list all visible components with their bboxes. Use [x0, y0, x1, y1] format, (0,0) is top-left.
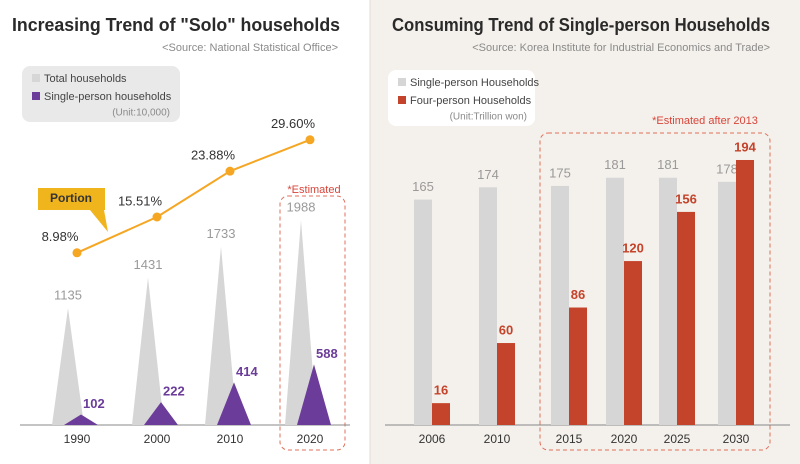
legend-box: [388, 70, 535, 126]
unit-label: (Unit:Trillion won): [450, 112, 527, 123]
x-tick-label: 2025: [664, 432, 691, 446]
single-value-label: 102: [83, 396, 105, 411]
bar: [659, 177, 677, 425]
total-triangle: [285, 220, 317, 425]
bar-value-label: 86: [571, 287, 585, 302]
portion-callout: [38, 188, 105, 210]
bar-value-label: 60: [499, 322, 513, 337]
bar: [677, 211, 695, 425]
portion-line: [76, 138, 311, 254]
x-tick-label: 2006: [419, 432, 446, 446]
bar: [606, 177, 624, 425]
total-value-label: 1988: [287, 200, 316, 215]
total-value-label: 1733: [207, 226, 236, 241]
bar: [718, 181, 736, 425]
estimate-annotation: *Estimated: [287, 184, 340, 196]
total-value-label: 1431: [134, 257, 163, 272]
bar: [569, 307, 587, 425]
portion-value-label: 8.98%: [42, 229, 79, 244]
x-tick-label: 2020: [611, 432, 638, 446]
single-value-label: 588: [316, 346, 338, 361]
total-triangle: [205, 246, 237, 425]
bar-value-label: 178: [716, 161, 738, 176]
bar: [432, 403, 450, 425]
bar-value-label: 194: [734, 139, 756, 154]
chart-title: Consuming Trend of Single-person Househo…: [392, 15, 770, 35]
total-value-label: 1135: [54, 288, 82, 303]
portion-point: [152, 212, 162, 222]
bar-value-label: 181: [604, 157, 626, 172]
x-tick-label: 1990: [64, 432, 91, 446]
chart-subtitle: <Source: National Statistical Office>: [162, 42, 338, 54]
bar: [551, 185, 569, 425]
bar-value-label: 175: [549, 165, 571, 180]
bar-value-label: 156: [675, 191, 697, 206]
single-value-label: 414: [236, 364, 258, 379]
portion-value-label: 23.88%: [191, 148, 236, 163]
total-triangle: [52, 308, 84, 425]
bar-value-label: 181: [657, 157, 679, 172]
x-tick-label: 2010: [217, 432, 244, 446]
bar: [497, 343, 515, 425]
single-triangle: [144, 402, 178, 425]
bar-value-label: 165: [412, 179, 434, 194]
bar: [736, 159, 754, 425]
x-tick-label: 2000: [144, 432, 171, 446]
portion-callout-label: Portion: [50, 191, 92, 205]
bar: [624, 261, 642, 425]
bar-value-label: 174: [477, 167, 499, 182]
legend-label: Single-person Households: [410, 77, 540, 89]
bar-value-label: 120: [622, 241, 644, 256]
legend-swatch: [398, 96, 406, 104]
estimate-frame: [279, 195, 346, 451]
legend-box: [22, 66, 180, 122]
x-tick-label: 2020: [297, 432, 324, 446]
portion-value-label: 15.51%: [118, 193, 163, 208]
single-triangle: [217, 382, 251, 425]
x-tick-label: 2015: [556, 432, 583, 446]
portion-point: [72, 248, 82, 258]
legend-label: Four-person Households: [410, 95, 532, 107]
portion-point: [305, 135, 315, 145]
chart-title: Increasing Trend of "Solo" households: [12, 15, 340, 35]
unit-label: (Unit:10,000): [112, 108, 170, 119]
total-triangle: [132, 277, 164, 425]
legend-swatch: [32, 74, 40, 82]
portion-point: [225, 166, 235, 176]
bar: [414, 199, 432, 425]
x-tick-label: 2010: [484, 432, 511, 446]
legend-label: Total households: [44, 73, 127, 85]
chart-subtitle: <Source: Korea Institute for Industrial …: [472, 42, 770, 54]
single-triangle: [64, 414, 98, 425]
bar-value-label: 16: [434, 383, 448, 398]
single-value-label: 222: [163, 384, 185, 399]
bar: [479, 187, 497, 425]
portion-value-label: 29.60%: [271, 116, 316, 131]
legend-swatch: [32, 92, 40, 100]
single-triangle: [297, 364, 331, 425]
legend-swatch: [398, 78, 406, 86]
portion-callout-pointer: [90, 210, 108, 232]
estimate-annotation: *Estimated after 2013: [652, 115, 758, 127]
x-tick-label: 2030: [723, 432, 750, 446]
legend-label: Single-person households: [44, 91, 172, 103]
estimate-frame: [539, 132, 771, 451]
